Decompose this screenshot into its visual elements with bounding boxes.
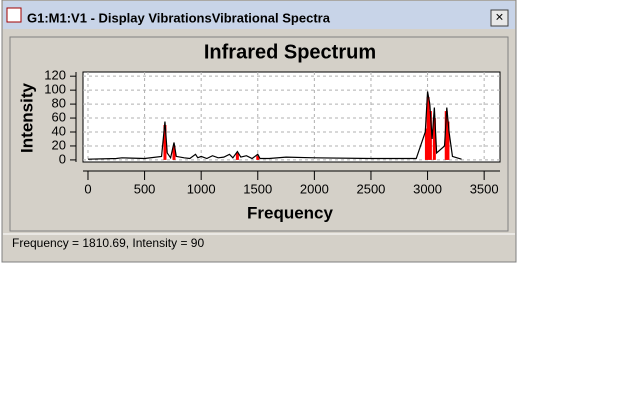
x-tick-label: 2500: [356, 181, 385, 196]
y-tick-label: 120: [44, 68, 66, 83]
y-tick-label: 40: [52, 123, 66, 138]
x-tick-label: 1500: [243, 181, 272, 196]
x-tick-label: 3000: [413, 181, 442, 196]
x-tick-label: 1000: [187, 181, 216, 196]
close-icon[interactable]: ×: [495, 9, 503, 25]
x-axis-label: Frequency: [247, 203, 334, 222]
y-tick-label: 0: [59, 151, 66, 166]
plot-area: [82, 71, 501, 163]
y-axis-label: Intensity: [17, 83, 36, 153]
x-tick-label: 2000: [300, 181, 329, 196]
y-tick-label: 100: [44, 82, 66, 97]
app-icon: [6, 7, 22, 23]
x-tick-label: 500: [134, 181, 156, 196]
window-title: G1:M1:V1 - Display VibrationsVibrational…: [27, 10, 331, 25]
x-tick-label: 3500: [470, 181, 499, 196]
chart-title: Infrared Spectrum: [204, 41, 376, 63]
spectrum-line: [87, 91, 462, 160]
status-text: Frequency = 1810.69, Intensity = 90: [12, 236, 204, 250]
close-button[interactable]: [490, 9, 509, 27]
y-tick-label: 80: [52, 96, 66, 111]
y-tick-label: 60: [52, 109, 66, 124]
title-bar: [3, 1, 515, 29]
y-tick-label: 20: [52, 137, 66, 152]
x-tick-label: 0: [84, 181, 91, 196]
